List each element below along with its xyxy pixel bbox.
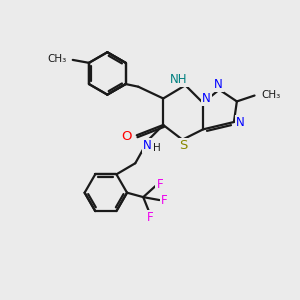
Text: N: N [143,139,152,152]
Text: F: F [147,211,154,224]
Text: O: O [121,130,131,143]
Text: N: N [214,78,223,91]
Text: CH₃: CH₃ [47,54,66,64]
Text: H: H [153,143,160,153]
Text: F: F [160,194,167,207]
Text: S: S [179,139,187,152]
Text: NH: NH [170,74,188,86]
Text: CH₃: CH₃ [261,90,280,100]
Text: F: F [156,178,163,191]
Text: N: N [236,116,245,129]
Text: N: N [202,92,211,105]
